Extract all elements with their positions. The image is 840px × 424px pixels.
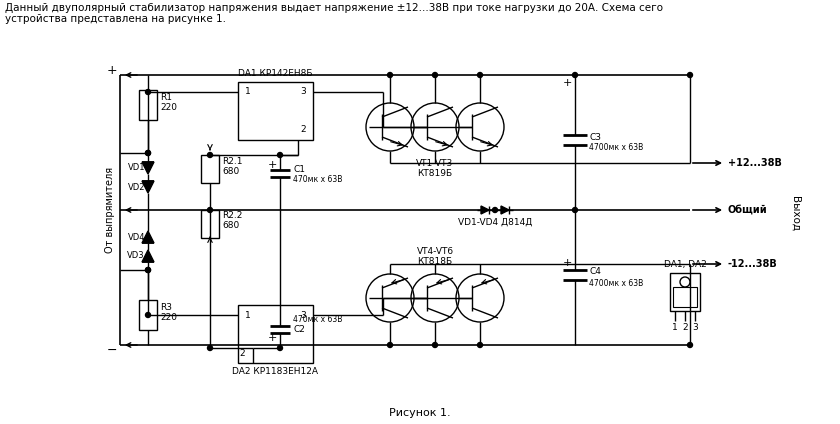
Text: C4: C4: [589, 268, 601, 276]
Polygon shape: [501, 206, 509, 214]
Text: КТ819Б: КТ819Б: [417, 168, 453, 178]
Text: C3: C3: [589, 132, 601, 142]
Text: -12...38В: -12...38В: [728, 259, 778, 269]
Circle shape: [277, 153, 282, 157]
Text: DA2 КР1183ЕН12А: DA2 КР1183ЕН12А: [232, 366, 318, 376]
Circle shape: [687, 343, 692, 348]
Circle shape: [145, 312, 150, 318]
Text: VD3: VD3: [128, 251, 145, 260]
Text: 220: 220: [160, 103, 177, 112]
Text: 2: 2: [682, 324, 688, 332]
Polygon shape: [142, 250, 154, 262]
Circle shape: [573, 73, 578, 78]
Text: DA1 КР142ЕН8Б: DA1 КР142ЕН8Б: [238, 70, 312, 78]
Text: 2: 2: [301, 126, 306, 134]
Text: VD2: VD2: [128, 182, 145, 192]
Circle shape: [207, 153, 213, 157]
Text: R3: R3: [160, 302, 172, 312]
Text: R1: R1: [160, 92, 172, 101]
Bar: [139, 300, 157, 330]
Polygon shape: [481, 206, 489, 214]
Text: VT4-VT6: VT4-VT6: [417, 248, 454, 257]
Circle shape: [145, 151, 150, 156]
Text: R2.1: R2.1: [222, 156, 243, 165]
Text: DA1, DA2: DA1, DA2: [664, 259, 706, 268]
Text: 3: 3: [300, 87, 306, 97]
Text: +: +: [563, 258, 572, 268]
Text: Выход: Выход: [790, 195, 800, 231]
Text: +: +: [563, 78, 572, 88]
Circle shape: [277, 346, 282, 351]
Text: Общий: Общий: [728, 205, 768, 215]
Text: 3: 3: [300, 310, 306, 320]
Bar: [673, 287, 697, 307]
Text: VD4: VD4: [128, 232, 145, 242]
Text: 1: 1: [245, 310, 251, 320]
Text: 3: 3: [692, 324, 698, 332]
Text: От выпрямителя: От выпрямителя: [105, 167, 115, 253]
Circle shape: [477, 343, 482, 348]
Circle shape: [145, 268, 150, 273]
Circle shape: [387, 343, 392, 348]
Text: 1: 1: [672, 324, 678, 332]
Text: +: +: [268, 160, 277, 170]
Text: 680: 680: [222, 167, 239, 176]
Text: −: −: [107, 343, 118, 357]
Text: КТ818Б: КТ818Б: [417, 257, 453, 267]
Polygon shape: [142, 181, 154, 193]
Text: 2: 2: [239, 349, 245, 357]
Circle shape: [433, 343, 438, 348]
Text: +12...38В: +12...38В: [728, 158, 782, 168]
Circle shape: [687, 73, 692, 78]
Circle shape: [207, 346, 213, 351]
Text: 4700мк х 63В: 4700мк х 63В: [589, 143, 643, 153]
Circle shape: [207, 207, 213, 212]
Text: 220: 220: [160, 312, 177, 321]
Text: 1: 1: [245, 87, 251, 97]
Bar: [139, 90, 157, 120]
Text: C2: C2: [293, 326, 305, 335]
Circle shape: [387, 73, 392, 78]
Circle shape: [145, 151, 150, 156]
Text: 470мк х 63В: 470мк х 63В: [293, 176, 343, 184]
Circle shape: [145, 89, 150, 95]
Circle shape: [492, 207, 497, 212]
Text: устройства представлена на рисунке 1.: устройства представлена на рисунке 1.: [5, 14, 226, 24]
Bar: [201, 155, 219, 183]
Bar: [670, 273, 700, 311]
Bar: [238, 305, 313, 363]
Text: +: +: [107, 64, 118, 78]
Circle shape: [433, 73, 438, 78]
Circle shape: [477, 73, 482, 78]
Text: 4700мк х 63В: 4700мк х 63В: [589, 279, 643, 287]
Text: 680: 680: [222, 221, 239, 231]
Bar: [238, 82, 313, 140]
Polygon shape: [142, 231, 154, 243]
Text: VT1-VT3: VT1-VT3: [417, 159, 454, 167]
Text: Данный двуполярный стабилизатор напряжения выдает напряжение ±12...38В при токе : Данный двуполярный стабилизатор напряжен…: [5, 3, 663, 13]
Bar: [201, 210, 219, 238]
Text: 470мк х 63В: 470мк х 63В: [293, 315, 343, 324]
Text: VD1: VD1: [128, 164, 145, 173]
Text: Рисунок 1.: Рисунок 1.: [389, 408, 451, 418]
Circle shape: [573, 207, 578, 212]
Text: VD1-VD4 Д814Д: VD1-VD4 Д814Д: [458, 218, 533, 226]
Text: +: +: [268, 333, 277, 343]
Polygon shape: [142, 162, 154, 174]
Circle shape: [145, 268, 150, 273]
Text: R2.2: R2.2: [222, 212, 243, 220]
Text: C1: C1: [293, 165, 305, 175]
